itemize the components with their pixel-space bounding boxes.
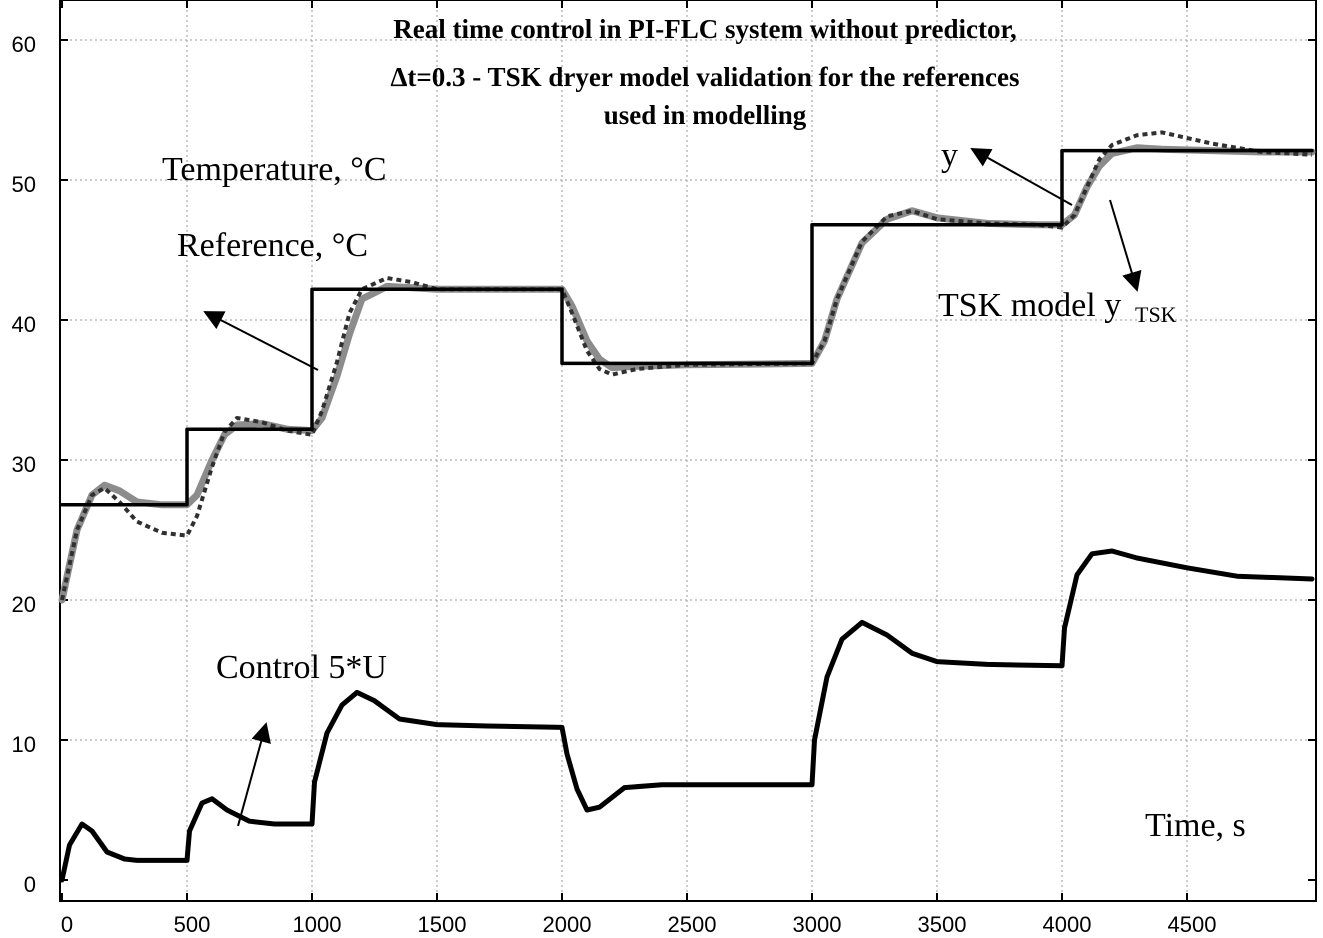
annotation-reference: Reference, °C [177, 227, 368, 264]
y-tick-label: 20 [12, 592, 36, 617]
y-tick-label: 40 [12, 312, 36, 337]
series-control [59, 548, 1315, 883]
y-tick-label: 60 [12, 32, 36, 57]
arrow-tsk [1109, 199, 1142, 292]
annotation-tsk-subscript: TSK [1135, 302, 1177, 327]
chart-title-line-2: Δt=0.3 - TSK dryer model validation for … [391, 62, 1020, 92]
x-tick-label: 2500 [668, 912, 717, 937]
chart-title-line-1: Real time control in PI-FLC system witho… [393, 14, 1016, 44]
annotation-control: Control 5*U [216, 649, 387, 686]
y-tick-label: 0 [24, 872, 36, 897]
arrow-y [970, 148, 1073, 206]
annotation-temperature: Temperature, °C [162, 151, 387, 188]
x-tick-label: 2000 [543, 912, 592, 937]
x-tick-label: 4000 [1043, 912, 1092, 937]
x-tick-label: 0 [61, 912, 73, 937]
series-tsk-model [60, 130, 1313, 601]
x-tick-label: 3500 [918, 912, 967, 937]
grid [60, 0, 1316, 901]
series-reference [60, 148, 1314, 507]
annotation-tsk-model: TSK model y [938, 287, 1121, 324]
x-tick-label: 1000 [293, 912, 342, 937]
x-tick-label: 3000 [793, 912, 842, 937]
annotation-y: y [941, 137, 958, 174]
arrow-reference [203, 311, 319, 371]
plot-area [59, 0, 1317, 902]
y-tick-label: 30 [12, 452, 36, 477]
annotation-time: Time, s [1145, 807, 1246, 844]
x-tick-label: 1500 [418, 912, 467, 937]
arrow-control [237, 722, 271, 827]
x-tick-label: 4500 [1168, 912, 1217, 937]
series-group [58, 130, 1316, 883]
y-tick-label: 10 [12, 732, 36, 757]
y-tick-label: 50 [12, 172, 36, 197]
ticks: 0 500 1000 1500 2000 2500 3000 3500 4000 4500 0 10 2… [12, 0, 1316, 937]
x-tick-label: 500 [174, 912, 211, 937]
chart-title-line-3: used in modelling [604, 100, 807, 130]
